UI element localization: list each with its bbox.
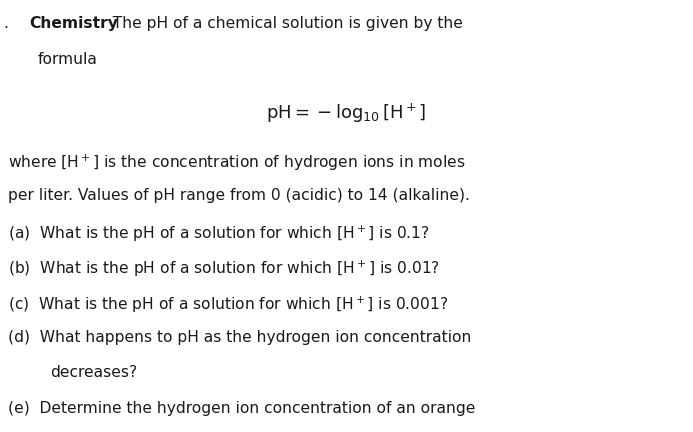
Text: (c)  What is the pH of a solution for which $[\mathrm{H}^+]$ is 0.001?: (c) What is the pH of a solution for whi… (8, 295, 449, 315)
Text: decreases?: decreases? (50, 365, 137, 380)
Text: formula: formula (38, 52, 98, 67)
Text: where $[\mathrm{H}^+]$ is the concentration of hydrogen ions in moles: where $[\mathrm{H}^+]$ is the concentrat… (8, 153, 466, 173)
Text: per liter. Values of pH range from 0 (acidic) to 14 (alkaline).: per liter. Values of pH range from 0 (ac… (8, 188, 470, 203)
Text: (e)  Determine the hydrogen ion concentration of an orange: (e) Determine the hydrogen ion concentra… (8, 401, 475, 416)
Text: $\mathrm{pH} = -\log_{10}[\mathrm{H}^+]$: $\mathrm{pH} = -\log_{10}[\mathrm{H}^+]$ (266, 102, 427, 125)
Text: .: . (3, 16, 8, 32)
Text: Chemistry: Chemistry (29, 16, 118, 32)
Text: The pH of a chemical solution is given by the: The pH of a chemical solution is given b… (103, 16, 462, 32)
Text: (a)  What is the pH of a solution for which $[\mathrm{H}^+]$ is 0.1?: (a) What is the pH of a solution for whi… (8, 224, 430, 244)
Text: (d)  What happens to pH as the hydrogen ion concentration: (d) What happens to pH as the hydrogen i… (8, 330, 472, 345)
Text: (b)  What is the pH of a solution for which $[\mathrm{H}^+]$ is 0.01?: (b) What is the pH of a solution for whi… (8, 259, 440, 280)
